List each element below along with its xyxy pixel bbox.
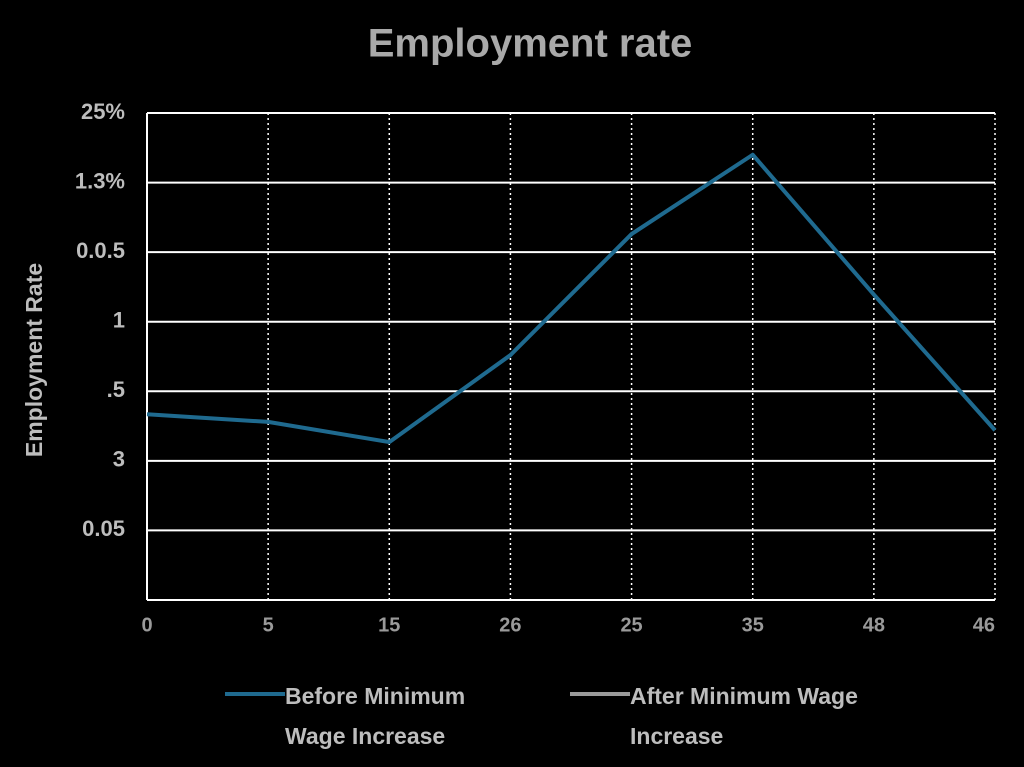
legend-item: Before Minimum Wage Increase: [225, 676, 515, 756]
x-tick-label: 0: [141, 614, 152, 636]
x-tick-label: 5: [263, 614, 274, 636]
y-axis-label: Employment Rate: [21, 263, 47, 457]
x-tick-label: 35: [742, 614, 764, 636]
x-tick-label: 48: [863, 614, 885, 636]
y-tick-label: 25%: [81, 99, 125, 124]
y-tick-label: 0.05: [82, 516, 125, 541]
y-tick-label: .5: [107, 377, 125, 402]
x-tick-label: 26: [499, 614, 521, 636]
y-tick-label: 0.0.5: [76, 238, 125, 263]
legend-label: Before Minimum Wage Increase: [285, 683, 466, 749]
chart-title: Employment rate: [368, 22, 693, 66]
legend-swatch: [570, 692, 630, 696]
x-tick-label: 46: [973, 614, 995, 636]
y-tick-label: 3: [113, 447, 125, 472]
line-series: [146, 152, 997, 445]
legend-swatch: [225, 692, 285, 696]
y-tick-label: 1: [113, 308, 125, 333]
x-tick-label: 25: [620, 614, 642, 636]
legend-item: After Minimum Wage Increase: [570, 676, 860, 756]
x-tick-label: 15: [378, 614, 400, 636]
y-tick-label: 1.3%: [75, 168, 125, 193]
legend-label: After Minimum Wage Increase: [630, 683, 858, 749]
